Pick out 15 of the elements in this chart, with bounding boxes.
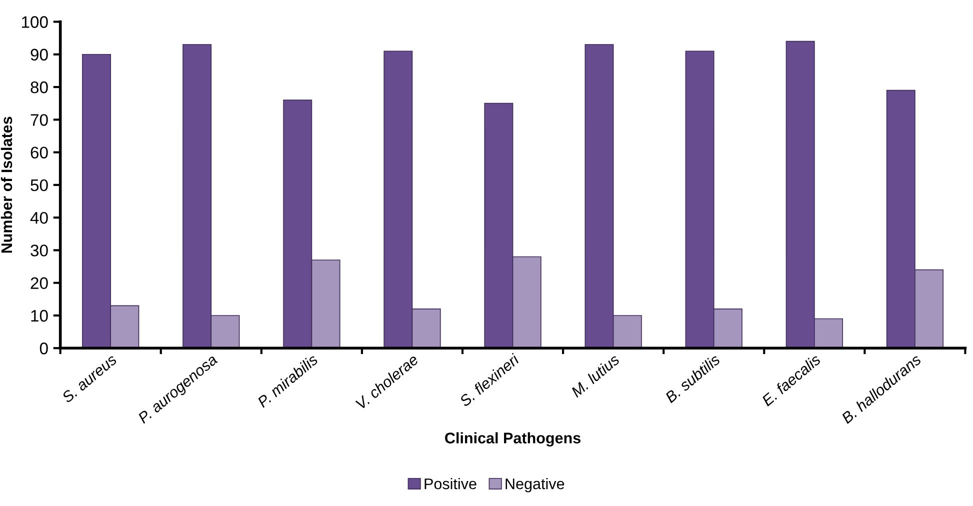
y-tick-label: 90 <box>30 48 48 61</box>
y-tick-label: 20 <box>30 277 48 290</box>
y-tick-label: 0 <box>40 342 48 354</box>
x-axis-title: Clinical Pathogens <box>445 432 580 447</box>
y-tick-label: 30 <box>30 244 48 256</box>
legend-label: Positive <box>424 478 476 490</box>
y-tick-label: 80 <box>30 81 48 94</box>
y-tick-label: 60 <box>30 146 48 159</box>
y-axis-title: Number of Isolates <box>0 116 12 253</box>
y-tick-label: 40 <box>30 212 48 224</box>
y-tick-label: 100 <box>22 16 48 28</box>
y-tick-label: 70 <box>30 114 48 126</box>
y-tick-label: 10 <box>31 310 48 322</box>
y-tick-label: 50 <box>30 179 48 192</box>
legend-label: Negative <box>506 478 564 492</box>
